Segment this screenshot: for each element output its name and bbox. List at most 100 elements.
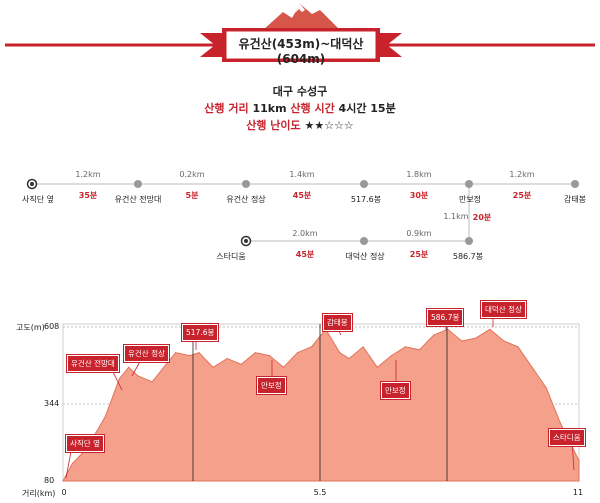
stop-5867: 586.7봉 [452,252,484,261]
elevation-point [489,328,491,330]
node-gamtae [571,180,579,188]
elevation-point [447,328,449,330]
y-tick-608: 608 [44,322,60,331]
time-2: 5분 [185,191,199,200]
callout-stadium: 스타디움 [549,429,585,446]
stop-sajikdan: 사직단 옆 [22,195,54,204]
dist-row2-1: 2.0km [292,229,318,238]
distance-time-line: 산행 거리 11km 산행 시간 4시간 15분 [0,100,600,116]
elevation-point [128,366,130,368]
distance-value: 11km [252,102,287,115]
elevation-point [226,357,228,360]
time-row2-2: 25분 [409,250,429,259]
stop-manbojeong: 만보정 [458,195,482,204]
time-3: 45분 [292,191,312,200]
stop-stadium: 스타디움 [216,252,246,261]
elevation-point [503,340,505,342]
elevation-point [282,366,285,368]
node-yugeon-peak [242,180,250,188]
dist-3: 1.4km [289,170,315,179]
difficulty-stars: ★★☆☆☆ [304,119,354,132]
elevation-point [268,355,270,357]
time-1: 35분 [78,191,98,200]
node-daedeok-peak [360,237,368,245]
dist-4: 1.8km [406,170,432,179]
mountain-snow [295,4,305,13]
dist-vertical: 1.1km [443,212,469,221]
node-5867 [465,237,473,245]
stop-gamtae: 감태봉 [563,195,587,204]
y-axis-title: 고도(m) [16,323,45,332]
elevation-point [165,363,167,365]
node-5176 [360,180,368,188]
elevation-point [362,346,364,348]
elevation-point [240,363,242,365]
region: 대구 수성구 [272,85,328,98]
elevation-point [254,352,256,354]
elevation-point [62,480,64,482]
callout-gamtae: 감태봉 [323,314,352,331]
callout-daedeok-peak: 대덕산 정상 [481,301,526,318]
stop-daedeok-peak: 대덕산 정상 [345,252,385,261]
stop-yugeon-viewpoint: 유건산 전망대 [114,195,162,204]
y-tick-80: 80 [44,476,55,485]
elevation-point [311,346,313,348]
elevation-point [376,366,378,368]
elevation-point [433,334,435,336]
elevation-point [475,337,477,339]
elevation-point [559,422,561,424]
elevation-point [418,349,421,351]
elevation-point [390,355,392,357]
elevation-point [531,366,533,368]
elevation-point [545,387,547,389]
elevation-point [189,355,191,357]
time-4: 30분 [409,191,429,200]
elevation-point [296,352,299,354]
dist-5: 1.2km [509,170,535,179]
distance-label: 산행 거리 [204,102,249,115]
banner-graphic [5,4,595,62]
y-tick-344: 344 [44,399,60,408]
elevation-point [339,352,341,354]
banner-label-box [225,30,377,60]
dist-1: 1.2km [75,170,101,179]
elevation-point [348,357,350,360]
difficulty-label: 산행 난이도 [246,119,301,132]
end-node-core [244,239,248,243]
callout-5176: 517.6봉 [182,324,219,341]
x-tick-11: 11 [572,488,584,497]
elevation-point [578,460,580,462]
dist-2: 0.2km [179,170,205,179]
route-diagram [26,178,579,247]
callout-manbojeong-1: 만보정 [257,377,286,394]
elevation-point [175,352,177,354]
elevation-point [118,378,120,380]
callout-manbojeong-2: 만보정 [381,382,410,399]
difficulty-line: 산행 난이도 ★★☆☆☆ [0,117,600,133]
elevation-point [517,346,519,348]
elevation-point [71,462,73,465]
start-node-core [30,182,34,186]
callout-5867: 586.7봉 [427,309,464,326]
node-manbojeong [465,180,473,188]
elevation-point [104,416,106,418]
x-tick-5-5: 5.5 [313,488,327,497]
callout-yugeon-viewpoint: 유건산 전망대 [67,355,119,372]
mountain-icon [263,4,340,30]
course-title: 유건산(453m)~대덕산(604m) [238,37,364,66]
elevation-point [137,375,139,377]
time-5: 25분 [512,191,532,200]
dist-row2-2: 0.9km [406,229,432,238]
x-tick-0: 0 [61,488,67,497]
stop-yugeon-peak: 유건산 정상 [226,195,266,204]
elevation-point [461,340,463,342]
time-vertical: 20분 [472,213,492,222]
time-row2-1: 45분 [295,250,315,259]
elevation-point [198,352,200,354]
node-yugeon-viewpoint [134,180,142,188]
time-value: 4시간 15분 [338,102,396,115]
elevation-point [404,346,406,348]
callout-yugeon-peak: 유건산 정상 [124,345,169,362]
stop-5176: 517.6봉 [350,195,382,204]
